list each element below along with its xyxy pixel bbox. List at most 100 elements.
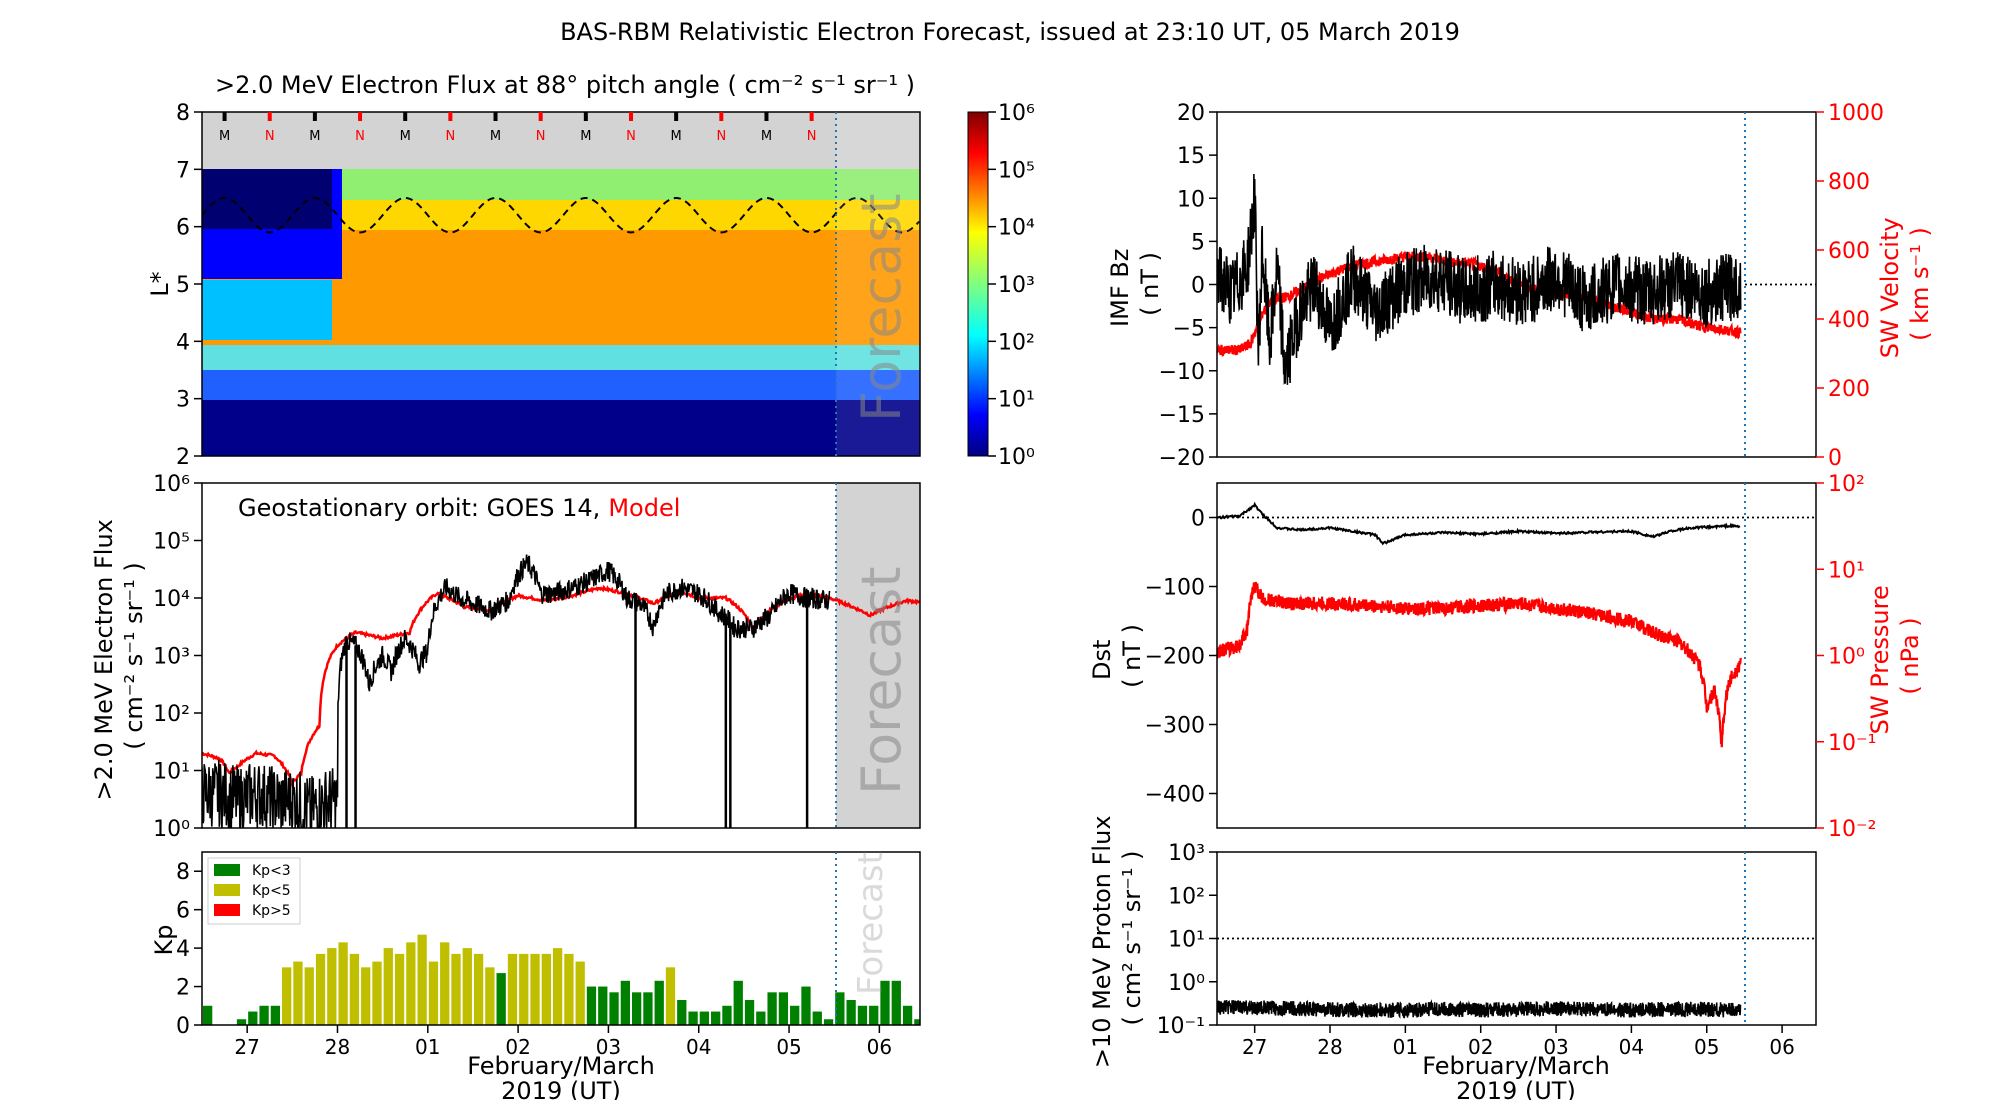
- kp-bar: [259, 1005, 269, 1025]
- mn-marker-label: N: [445, 129, 455, 144]
- kp-y-tick-label: 8: [176, 860, 190, 885]
- date-tick-label: 04: [1619, 1035, 1644, 1059]
- proton-panel: 10⁻¹ 10⁰ 10¹ 10² 10³ >10 MeV Proton Flux ( c…: [1088, 808, 1817, 1100]
- proton-y-tick-label: 10⁻¹: [1157, 1014, 1205, 1039]
- kp-bar: [327, 948, 337, 1025]
- imf-y-tick-label: 5: [1191, 230, 1205, 255]
- geo-annotation-prefix: Geostationary orbit: GOES 14,: [238, 494, 600, 522]
- kp-bar: [1016, 992, 1025, 1025]
- sw-pressure-axis: 10⁻² 10⁻¹ 10⁰ 10¹ 10²: [1816, 472, 1876, 842]
- inner-region-deep-blue: [202, 400, 920, 456]
- date-tick-label: 06: [1769, 1035, 1794, 1059]
- imf-bz-line: [1217, 173, 1742, 386]
- mn-marker-label: M: [671, 129, 682, 144]
- forecast-label-geo: Forecast: [850, 567, 913, 796]
- kp-bar: [959, 1012, 968, 1025]
- geo-annotation-model: Model: [608, 494, 680, 522]
- geo-ylabel-line2: ( cm⁻² s⁻¹ sr⁻¹ ): [120, 562, 148, 750]
- kp-bar: [440, 942, 450, 1025]
- sw-velocity-y-tick-label: 200: [1828, 377, 1870, 402]
- kp-bar: [315, 953, 326, 1025]
- kp-bar: [586, 986, 597, 1025]
- heatmap-ylabel: L*: [146, 271, 174, 296]
- flux-heatmap-panel: >2.0 MeV Electron Flux at 88° pitch angl…: [146, 71, 921, 470]
- heatmap-y-tick-label: 6: [176, 216, 190, 241]
- imf-y-tick-label: −15: [1159, 403, 1205, 428]
- kp-bar: [609, 992, 619, 1025]
- kp-bar: [451, 953, 461, 1025]
- geo-y-tick-label: 10⁶: [153, 472, 190, 497]
- mn-marker-label: M: [219, 129, 230, 144]
- kp-bar: [406, 942, 416, 1025]
- proton-ylabel: >10 MeV Proton Flux ( cm² s⁻¹ sr⁻¹ ): [1088, 808, 1146, 1068]
- date-tick-label: 27: [1242, 1035, 1267, 1059]
- imf-y-tick-label: −10: [1159, 360, 1205, 385]
- kp-bar: [1038, 992, 1047, 1025]
- proton-frame: [1216, 851, 1817, 1026]
- geo-y-tick-label: 10³: [153, 645, 190, 670]
- dst-left-axis: −400 −300 −200 −100 0: [1145, 507, 1217, 808]
- date-tick-label: 02: [1468, 1035, 1493, 1059]
- heatmap-title: >2.0 MeV Electron Flux at 88° pitch angl…: [215, 71, 915, 99]
- geo-y-tick-label: 10⁰: [153, 817, 190, 842]
- date-tick-label: 05: [1694, 1035, 1719, 1059]
- kp-bar: [248, 1011, 258, 1025]
- kp-bar: [1005, 992, 1014, 1025]
- right-xlabel: February/March: [1422, 1052, 1610, 1080]
- kp-bar: [926, 1012, 935, 1025]
- geo-y-tick-label: 10¹: [153, 760, 190, 785]
- imf-y-tick-label: −5: [1173, 317, 1205, 342]
- kp-bar: [902, 1005, 913, 1025]
- kp-bar: [937, 1006, 946, 1025]
- kp-bar: [282, 967, 292, 1025]
- sw-velocity-axis: 0 200 400 600 800 1000: [1816, 101, 1884, 471]
- proton-y-tick-label: 10³: [1168, 841, 1205, 866]
- date-tick-label: 06: [867, 1035, 892, 1059]
- dst-line: [1217, 501, 1741, 546]
- kp-bar: [801, 986, 811, 1025]
- date-tick-label: 01: [1393, 1035, 1418, 1059]
- colorbar-tick-label: 10⁵: [998, 158, 1035, 183]
- kp-bar: [575, 961, 585, 1025]
- sw-velocity-y-tick-label: 1000: [1828, 101, 1884, 126]
- kp-bar: [631, 992, 642, 1025]
- kp-bar: [654, 980, 664, 1025]
- kp-bar: [564, 953, 574, 1025]
- kp-bar: [203, 1005, 213, 1025]
- sw-velocity-y-tick-label: 600: [1828, 239, 1870, 264]
- date-tick-label: 27: [234, 1035, 259, 1059]
- kp-bar: [349, 953, 360, 1025]
- mn-marker-label: N: [716, 129, 726, 144]
- kp-bar: [971, 992, 980, 1025]
- kp-bar: [643, 992, 653, 1025]
- kp-bar: [846, 1000, 856, 1025]
- sw-velocity-ylabel-line2: ( km s⁻¹ ): [1906, 227, 1934, 341]
- mn-marker-label: N: [355, 129, 365, 144]
- kp-bar: [361, 967, 371, 1025]
- colorbar: 10⁰ 10¹ 10² 10³ 10⁴ 10⁵ 10⁶: [967, 101, 1035, 470]
- kp-bar: [744, 1000, 755, 1025]
- imf-y-tick-label: 0: [1191, 274, 1205, 299]
- kp-bar: [1027, 992, 1036, 1025]
- right-date-axis: 27 28 01 02 03 04 05 06: [1242, 1025, 1795, 1059]
- goes-flux-line: [202, 554, 831, 828]
- sw-pressure-y-tick-label: 10⁻²: [1828, 817, 1876, 842]
- forecast-shade-heatmap: [836, 112, 920, 456]
- imf-ylabel: IMF Bz ( nT ): [1106, 241, 1164, 327]
- imf-y-tick-label: 10: [1177, 187, 1205, 212]
- kp-bar: [485, 967, 495, 1025]
- mn-marker-label: M: [400, 129, 411, 144]
- proton-y-axis: 10⁻¹ 10⁰ 10¹ 10² 10³: [1157, 841, 1217, 1039]
- dst-y-tick-label: −100: [1145, 576, 1205, 601]
- mn-marker-label: M: [761, 129, 772, 144]
- colorbar-tick-label: 10²: [998, 330, 1035, 355]
- proton-series: [1217, 999, 1742, 1019]
- figure-title: BAS-RBM Relativistic Electron Forecast, …: [560, 18, 1460, 46]
- sw-pressure-y-tick-label: 10⁻¹: [1828, 731, 1876, 756]
- kp-bar: [417, 934, 427, 1025]
- colorbar-tick-label: 10⁴: [998, 216, 1035, 241]
- geo-flux-panel: Forecast Geostationary orbit: GOES 14, Mo…: [90, 472, 921, 842]
- kp-legend-label-mid: Kp<5: [252, 883, 291, 899]
- kp-bar: [857, 1005, 868, 1025]
